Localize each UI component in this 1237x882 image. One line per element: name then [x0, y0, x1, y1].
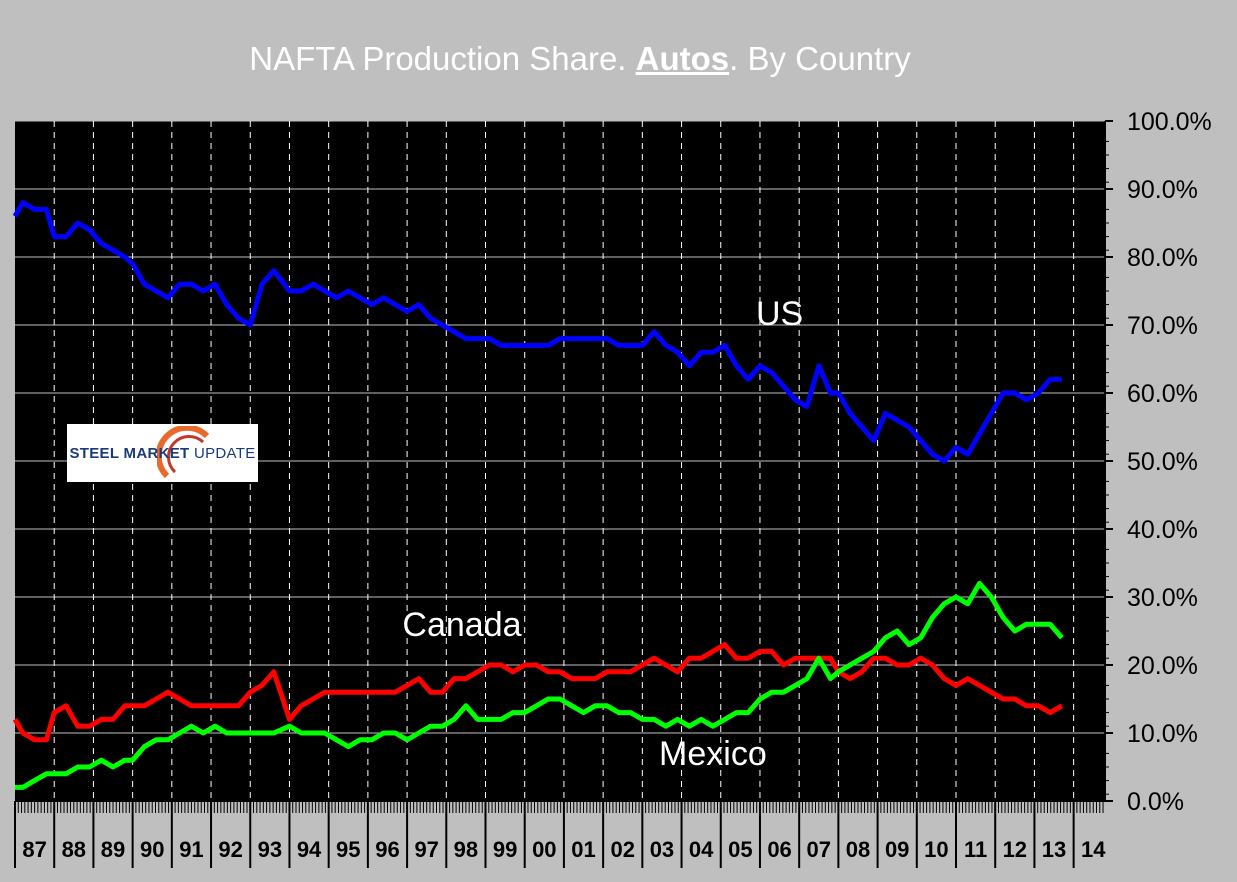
x-tick-label: 94 — [297, 837, 322, 862]
logo-text: STEEL MARKET UPDATE — [69, 445, 255, 462]
x-tick-label: 98 — [454, 837, 478, 862]
x-tick-label: 93 — [258, 837, 282, 862]
steel-market-update-logo: STEEL MARKET UPDATE — [67, 424, 258, 482]
x-tick-label: 02 — [610, 837, 634, 862]
series-label-us: US — [756, 295, 803, 333]
y-tick-label: 70.0% — [1127, 312, 1198, 340]
y-tick-label: 50.0% — [1127, 448, 1198, 476]
series-line-mexico — [15, 580, 1064, 790]
series-lines — [12, 200, 1064, 790]
chart-title: NAFTA Production Share. Autos. By Countr… — [0, 40, 1160, 78]
x-tick-label: 01 — [571, 837, 595, 862]
y-axis: 0.0% 10.0% 20.0% 30.0% 40.0% 50.0% 60.0% 70.0% 8… — [1104, 108, 1212, 816]
x-tick-label: 97 — [414, 837, 438, 862]
logo-word-steel: STEEL — [69, 444, 120, 462]
x-axis: 87 88 89 90 91 92 93 94 95 96 97 98 99 00 01 02 03 04 05 06… — [14, 800, 1106, 868]
y-tick-label: 90.0% — [1127, 176, 1198, 204]
title-suffix: . By Country — [729, 40, 911, 77]
x-tick-label: 03 — [650, 837, 674, 862]
y-tick-label: 0.0% — [1127, 788, 1184, 816]
x-tick-label: 00 — [532, 837, 556, 862]
title-prefix: NAFTA Production Share. — [249, 40, 636, 77]
y-tick-label: 60.0% — [1127, 380, 1198, 408]
title-emphasis: Autos — [635, 40, 730, 77]
x-tick-label: 89 — [101, 837, 125, 862]
logo-swoosh-icon — [157, 426, 210, 479]
x-tick-label: 95 — [336, 837, 360, 862]
x-tick-label: 04 — [689, 837, 714, 862]
x-tick-label: 10 — [924, 837, 948, 862]
y-tick-label: 10.0% — [1127, 720, 1198, 748]
x-tick-label: 14 — [1081, 837, 1106, 862]
series-annotations: US Canada Mexico — [402, 295, 803, 773]
x-tick-label: 07 — [807, 837, 831, 862]
x-tick-label: 05 — [728, 837, 752, 862]
y-tick-label: 80.0% — [1127, 244, 1198, 272]
x-tick-label: 99 — [493, 837, 517, 862]
y-tick-label: 100.0% — [1127, 108, 1212, 136]
x-tick-label: 13 — [1042, 837, 1066, 862]
logo-word-market: MARKET — [119, 444, 194, 462]
x-tick-label: 09 — [885, 837, 909, 862]
y-tick-label: 20.0% — [1127, 652, 1198, 680]
x-tick-label: 06 — [767, 837, 791, 862]
y-tick-label: 40.0% — [1127, 516, 1198, 544]
x-tick-label: 12 — [1003, 837, 1027, 862]
x-tick-label: 92 — [218, 837, 242, 862]
x-tick-label: 90 — [140, 837, 164, 862]
x-tick-label: 11 — [964, 837, 987, 862]
y-tick-label: 30.0% — [1127, 584, 1198, 612]
x-tick-label: 96 — [375, 837, 399, 862]
x-tick-label: 08 — [846, 837, 870, 862]
series-line-canada — [12, 642, 1064, 743]
series-label-mexico: Mexico — [659, 735, 767, 773]
logo-word-update: UPDATE — [193, 444, 256, 462]
series-label-canada: Canada — [402, 606, 521, 644]
series-line-us — [12, 200, 1062, 464]
x-tick-label: 87 — [22, 837, 46, 862]
x-tick-label: 91 — [179, 837, 203, 862]
x-tick-label: 88 — [62, 837, 86, 862]
